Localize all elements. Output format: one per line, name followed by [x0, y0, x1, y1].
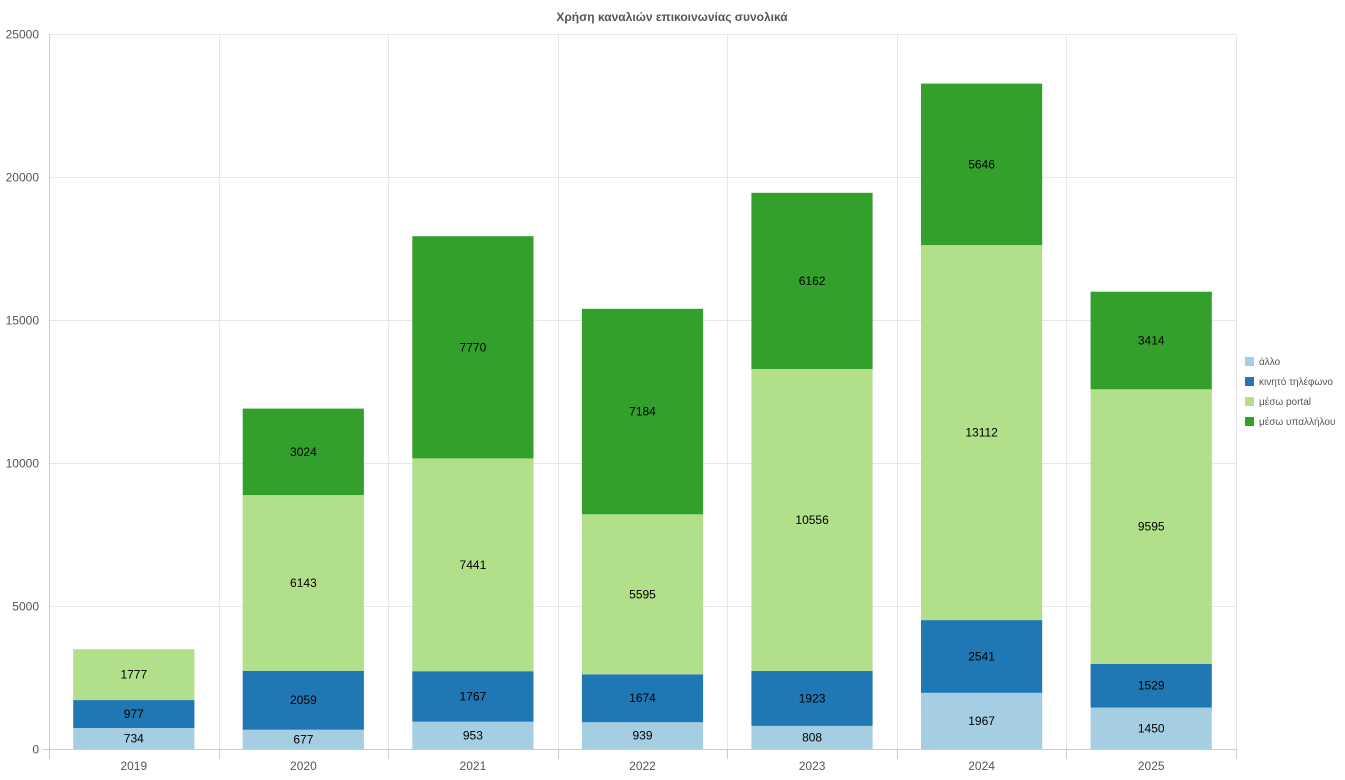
legend-label[interactable]: μέσω portal	[1259, 396, 1311, 408]
bar-segment	[921, 245, 1043, 621]
data-label: 734	[124, 732, 144, 746]
y-tick-label: 20000	[6, 171, 40, 185]
bar-segment	[921, 692, 1043, 749]
bar-segment	[242, 408, 364, 496]
data-label: 7770	[460, 340, 487, 354]
bar-segment	[73, 649, 195, 700]
legend-swatch[interactable]	[1245, 377, 1254, 386]
bar-segment	[412, 458, 534, 672]
legend-label[interactable]: κινητό τηλέφωνο	[1259, 376, 1333, 388]
x-tick-label: 2020	[290, 759, 317, 773]
data-label: 953	[463, 728, 483, 742]
legend-label[interactable]: άλλο	[1259, 356, 1281, 368]
data-label: 10556	[795, 513, 829, 527]
bar-segment	[751, 369, 873, 671]
data-label: 2059	[290, 693, 317, 707]
y-tick-label: 15000	[6, 314, 40, 328]
data-label: 5646	[968, 157, 995, 171]
data-label: 808	[802, 730, 822, 744]
legend-label[interactable]: μέσω υπαλλήλου	[1259, 416, 1335, 428]
y-tick-label: 5000	[12, 600, 39, 614]
bar-segment	[751, 725, 873, 749]
chart-title: Χρήση καναλιών επικοινωνίας συνολικά	[556, 10, 788, 24]
bar-segment	[581, 674, 704, 723]
data-label: 7184	[629, 405, 656, 419]
x-tick-label: 2024	[968, 759, 995, 773]
legend-swatch[interactable]	[1245, 357, 1254, 366]
bar-segment	[751, 670, 873, 726]
data-label: 9595	[1138, 520, 1165, 534]
bar-segment	[412, 236, 534, 459]
bar-segment	[1090, 389, 1212, 664]
y-tick-label: 10000	[6, 457, 40, 471]
x-tick-label: 2025	[1138, 759, 1165, 773]
bars	[73, 83, 1212, 749]
bar-segment	[73, 728, 195, 749]
data-label: 1767	[460, 690, 487, 704]
data-label: 1674	[629, 691, 656, 705]
data-label: 1450	[1138, 721, 1165, 735]
bar-segment	[412, 671, 534, 722]
bar-segment	[581, 514, 704, 675]
data-label: 5595	[629, 587, 656, 601]
data-label: 2541	[968, 649, 995, 663]
data-label: 677	[293, 732, 313, 746]
x-tick-label: 2021	[460, 759, 487, 773]
bar-segment	[1090, 663, 1212, 708]
bar-segment	[73, 700, 195, 728]
legend-swatch[interactable]	[1245, 417, 1254, 426]
y-tick-label: 25000	[6, 28, 40, 42]
data-label: 13112	[965, 426, 998, 440]
data-label: 1777	[120, 668, 147, 682]
data-label: 939	[632, 729, 652, 743]
bar-segment	[921, 620, 1043, 693]
legend: άλλο κινητό τηλέφωνο μέσω portal μέσω υπαλλ…	[1245, 356, 1335, 428]
data-label: 1529	[1138, 679, 1165, 693]
data-label: 3414	[1138, 334, 1165, 348]
bar-segment	[581, 722, 704, 749]
x-tick-label: 2019	[120, 759, 147, 773]
data-label: 1923	[799, 691, 826, 705]
legend-swatch[interactable]	[1245, 397, 1254, 406]
y-tick-label: 0	[32, 743, 39, 757]
bar-segment	[242, 729, 364, 749]
bar-segment	[581, 308, 704, 515]
bar-segment	[1090, 707, 1212, 749]
bar-segment	[751, 192, 873, 369]
data-label: 3024	[290, 445, 317, 459]
data-label: 6143	[290, 576, 317, 590]
bar-segment	[242, 495, 364, 671]
axes: 0 5000 10000 15000 20000 25000 2019 2020 2021 202…	[6, 28, 1237, 773]
data-label: 7441	[460, 558, 487, 572]
data-label: 6162	[799, 274, 826, 288]
data-label: 1967	[968, 714, 995, 728]
x-tick-label: 2022	[629, 759, 656, 773]
x-tick-label: 2023	[799, 759, 826, 773]
bar-segment	[412, 721, 534, 749]
data-label: 977	[124, 707, 144, 721]
bar-segment	[921, 83, 1043, 246]
bar-segment	[1090, 291, 1212, 390]
data-labels: 734 977 1777 677 2059 6143 3024 953 1767 7441 7770…	[120, 157, 1164, 746]
bar-segment	[242, 670, 364, 730]
